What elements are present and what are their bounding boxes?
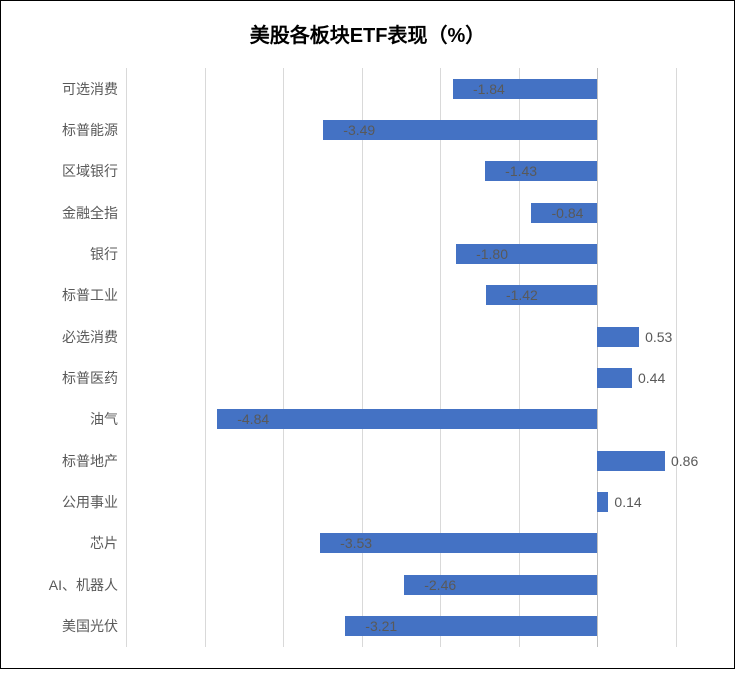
chart-row: 必选消费 0.53 (1, 316, 734, 357)
plot-area: 0.53 (126, 316, 734, 357)
plot-area: 0.86 (126, 440, 734, 481)
chart-row: 美国光伏 -3.21 (1, 605, 734, 646)
value-label: -0.84 (552, 205, 584, 221)
bar (217, 409, 597, 429)
value-label: -3.21 (365, 618, 397, 634)
chart-row: 标普医药 0.44 (1, 357, 734, 398)
category-label: 油气 (1, 409, 126, 429)
chart-rows: 可选消费 -1.84 标普能源 -3.49 区域银行 -1.43 金融全指 -0.84 银行 -1… (1, 68, 734, 647)
value-label: -1.43 (505, 163, 537, 179)
plot-area: -1.42 (126, 275, 734, 316)
category-label: 美国光伏 (1, 616, 126, 636)
bar (597, 327, 639, 347)
category-label: 标普工业 (1, 285, 126, 305)
chart-row: 金融全指 -0.84 (1, 192, 734, 233)
bar (597, 368, 632, 388)
chart-row: AI、机器人 -2.46 (1, 564, 734, 605)
category-label: 公用事业 (1, 492, 126, 512)
bar (597, 492, 608, 512)
plot-area: -2.46 (126, 564, 734, 605)
value-label: -4.84 (237, 411, 269, 427)
plot-area: 0.14 (126, 481, 734, 522)
value-label: -1.42 (506, 287, 538, 303)
value-label: 0.44 (638, 370, 665, 386)
chart-title: 美股各板块ETF表现（%） (1, 1, 734, 58)
bar (597, 451, 665, 471)
chart-row: 芯片 -3.53 (1, 523, 734, 564)
chart-container: 美股各板块ETF表现（%） 可选消费 -1.84 标普能源 -3.49 区域银行 -1.4… (0, 0, 735, 669)
category-label: AI、机器人 (1, 575, 126, 595)
value-label: -3.53 (340, 535, 372, 551)
category-label: 标普能源 (1, 120, 126, 140)
plot-area: -1.43 (126, 151, 734, 192)
category-label: 必选消费 (1, 327, 126, 347)
value-label: 0.86 (671, 453, 698, 469)
chart-body: 可选消费 -1.84 标普能源 -3.49 区域银行 -1.43 金融全指 -0.84 银行 -1… (1, 58, 734, 677)
value-label: 0.14 (614, 494, 641, 510)
plot-area: 0.44 (126, 357, 734, 398)
category-label: 银行 (1, 244, 126, 264)
category-label: 金融全指 (1, 203, 126, 223)
category-label: 标普医药 (1, 368, 126, 388)
category-label: 标普地产 (1, 451, 126, 471)
plot-area: -3.53 (126, 523, 734, 564)
bar (486, 285, 598, 305)
plot-area: -0.84 (126, 192, 734, 233)
value-label: 0.53 (645, 329, 672, 345)
chart-row: 银行 -1.80 (1, 233, 734, 274)
plot-area: -3.21 (126, 605, 734, 646)
bar (485, 161, 597, 181)
chart-row: 公用事业 0.14 (1, 481, 734, 522)
chart-row: 标普地产 0.86 (1, 440, 734, 481)
chart-row: 标普能源 -3.49 (1, 109, 734, 150)
category-label: 区域银行 (1, 161, 126, 181)
chart-row: 油气 -4.84 (1, 399, 734, 440)
value-label: -1.80 (476, 246, 508, 262)
value-label: -1.84 (473, 81, 505, 97)
category-label: 芯片 (1, 533, 126, 553)
chart-row: 可选消费 -1.84 (1, 68, 734, 109)
value-label: -3.49 (343, 122, 375, 138)
value-label: -2.46 (424, 577, 456, 593)
chart-row: 标普工业 -1.42 (1, 275, 734, 316)
plot-area: -1.80 (126, 233, 734, 274)
plot-area: -4.84 (126, 399, 734, 440)
chart-row: 区域银行 -1.43 (1, 151, 734, 192)
plot-area: -1.84 (126, 68, 734, 109)
category-label: 可选消费 (1, 79, 126, 99)
plot-area: -3.49 (126, 109, 734, 150)
